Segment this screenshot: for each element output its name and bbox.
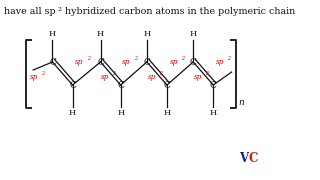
Text: 2: 2: [159, 71, 162, 75]
Text: sp: sp: [170, 58, 178, 66]
Text: H: H: [190, 30, 197, 38]
Text: 2: 2: [205, 71, 208, 75]
Text: H: H: [97, 30, 104, 38]
Text: sp: sp: [194, 73, 203, 81]
Text: hybridized carbon atoms in the polymeric chain: hybridized carbon atoms in the polymeric…: [62, 7, 295, 16]
Text: H: H: [117, 109, 124, 117]
Text: H: H: [210, 109, 217, 117]
Text: n: n: [239, 98, 244, 107]
Text: H: H: [69, 109, 76, 117]
Text: H: H: [49, 30, 56, 38]
Text: 2: 2: [58, 7, 61, 12]
Text: 2: 2: [112, 71, 115, 75]
Text: C: C: [49, 57, 56, 66]
Text: sp: sp: [122, 58, 131, 66]
Text: sp: sp: [216, 58, 224, 66]
Text: 2: 2: [86, 55, 90, 60]
Text: H: H: [164, 109, 171, 117]
Text: 2: 2: [227, 55, 230, 60]
Text: C: C: [69, 80, 76, 89]
Text: C: C: [248, 152, 258, 165]
Text: 2: 2: [134, 55, 137, 60]
Text: sp: sp: [75, 58, 84, 66]
Text: C: C: [210, 80, 217, 89]
Text: sp: sp: [100, 73, 109, 81]
Text: C: C: [190, 57, 196, 66]
Text: C: C: [97, 57, 104, 66]
Text: have all sp: have all sp: [4, 7, 56, 16]
Text: 2: 2: [181, 55, 184, 60]
Text: sp: sp: [148, 73, 156, 81]
Text: sp: sp: [30, 73, 38, 81]
Text: C: C: [117, 80, 124, 89]
Text: H: H: [143, 30, 150, 38]
Text: V: V: [239, 152, 249, 165]
Text: C: C: [143, 57, 150, 66]
Text: 2: 2: [41, 71, 44, 75]
Text: C: C: [164, 80, 170, 89]
